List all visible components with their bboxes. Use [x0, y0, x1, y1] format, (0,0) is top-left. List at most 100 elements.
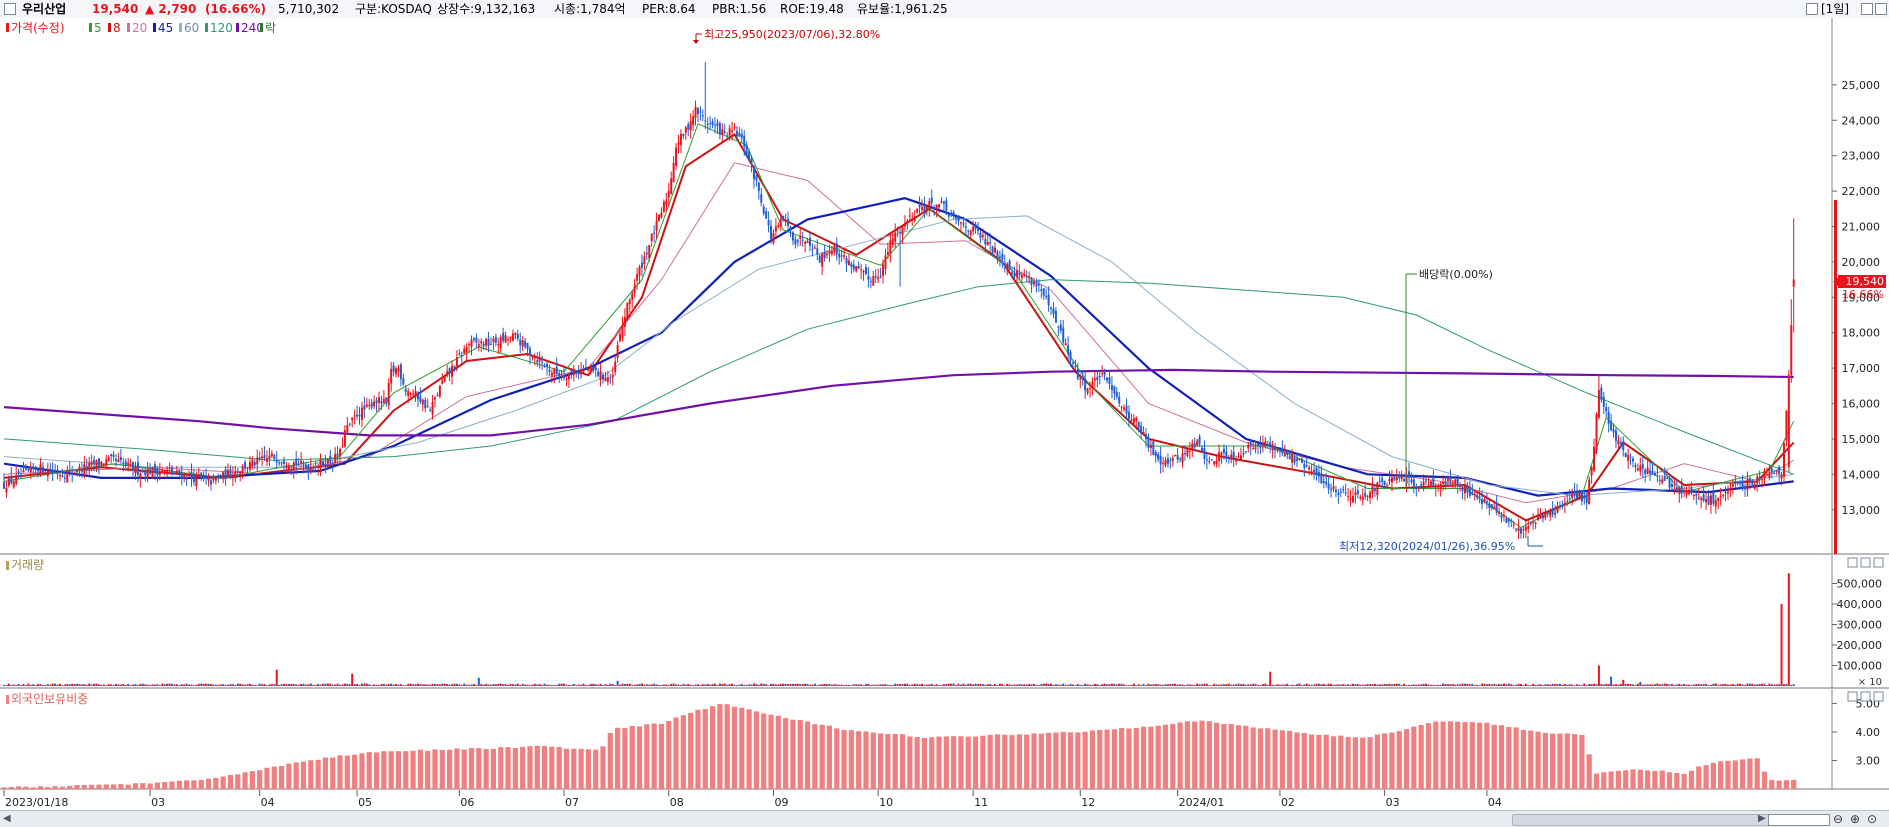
volume-bar	[1429, 684, 1432, 686]
zoom-in-icon[interactable]: ⊕	[1850, 812, 1861, 826]
candle-body	[1505, 518, 1508, 523]
volume-bar	[623, 684, 626, 686]
candle-body	[1405, 474, 1408, 484]
candle-body	[1381, 478, 1384, 482]
foreign-close-button[interactable]	[1873, 691, 1884, 702]
volume-bar	[989, 684, 992, 686]
candle-body	[633, 284, 636, 294]
legend-marker	[89, 23, 92, 32]
volume-bar	[1235, 684, 1238, 686]
candle-body	[1076, 369, 1079, 379]
candle-body	[1230, 454, 1233, 460]
candle-body	[874, 275, 877, 278]
candle-body	[889, 240, 892, 254]
candle-body	[1283, 452, 1286, 457]
volume-bar	[122, 683, 125, 686]
range-navigator[interactable]	[1768, 814, 1830, 826]
scroll-thumb[interactable]	[1512, 814, 1774, 826]
candle-body	[1658, 479, 1661, 482]
candle-body	[1218, 452, 1221, 461]
volume-bar	[1015, 684, 1018, 686]
foreign-bar	[308, 760, 314, 789]
foreign-minimize-button[interactable]	[1847, 691, 1858, 702]
candle-body	[470, 339, 473, 347]
foreign-bar	[1688, 770, 1695, 789]
candle-body	[56, 472, 59, 475]
zoom-out-icon[interactable]: ⊖	[1833, 812, 1844, 826]
foreign-bar	[257, 770, 263, 789]
candle-body	[694, 106, 697, 118]
foreign-bar	[67, 785, 73, 789]
candle-body	[1580, 491, 1583, 502]
candle-body	[1298, 458, 1301, 460]
volume-bar	[1580, 685, 1583, 686]
volume-bar	[689, 684, 692, 686]
candle-body	[1317, 471, 1320, 477]
foreign-bar	[1513, 727, 1519, 789]
volume-bar	[762, 683, 765, 686]
foreign-bar	[709, 706, 716, 789]
select-checkbox[interactable]	[4, 3, 16, 15]
volume-restore-button[interactable]	[1860, 557, 1871, 568]
volume-bar	[312, 684, 315, 686]
foreign-bar	[403, 751, 409, 789]
candle-body	[1276, 447, 1279, 450]
foreign-bar	[651, 723, 657, 789]
candle-body	[916, 208, 919, 213]
period-selector[interactable]: [1일]	[1821, 2, 1850, 16]
volume-bar	[833, 684, 836, 686]
volume-bar	[1215, 684, 1218, 686]
candle-body	[981, 235, 984, 237]
volume-bar	[141, 683, 144, 686]
volume-bar	[265, 685, 268, 686]
candle-body	[1001, 253, 1004, 260]
candle-body	[85, 465, 88, 469]
candle-body	[1746, 479, 1749, 490]
volume-bar	[1787, 573, 1790, 686]
candle-body	[29, 466, 32, 473]
foreign-bar	[658, 723, 665, 789]
volume-bar	[1722, 684, 1725, 686]
candle-body	[341, 445, 344, 447]
foreign-bar	[198, 779, 204, 789]
candle-body	[1434, 485, 1437, 488]
candle-body	[66, 471, 69, 483]
volume-bar	[940, 684, 943, 686]
foreign-bar	[1542, 732, 1548, 789]
scroll-left-arrow-icon[interactable]: ◀	[3, 813, 11, 824]
volume-minimize-button[interactable]	[1847, 557, 1858, 568]
volume-bar	[575, 685, 578, 686]
volume-bar	[15, 685, 18, 686]
candle-body	[1164, 460, 1167, 466]
candle-body	[63, 477, 66, 479]
candle-body	[884, 255, 887, 269]
volume-bar	[643, 684, 646, 686]
candle-body	[1008, 260, 1011, 270]
volume-bar	[1697, 684, 1700, 686]
candle-body	[913, 216, 916, 222]
stock-chart[interactable]: 13,00014,00015,00016,00017,00018,00019,0…	[0, 18, 1889, 810]
volume-bar	[599, 683, 602, 686]
horizontal-scrollbar[interactable]: ◀ ▶ ⊖ ⊕ ⊙	[0, 810, 1889, 827]
foreign-bar	[162, 782, 168, 789]
minimize-button[interactable]	[1806, 3, 1818, 15]
candle-body	[499, 336, 502, 348]
candle-body	[928, 201, 931, 210]
candle-body	[1600, 387, 1603, 400]
volume-bar	[867, 683, 870, 686]
candle-body	[1025, 275, 1028, 278]
foreign-bar	[746, 709, 752, 789]
restore-button[interactable]	[1861, 3, 1873, 15]
volume-bar	[826, 684, 829, 686]
zoom-reset-icon[interactable]: ⊙	[1867, 812, 1878, 826]
close-button[interactable]	[1875, 3, 1887, 15]
volume-bar	[470, 684, 473, 686]
scroll-right-arrow-icon[interactable]: ▶	[1758, 813, 1766, 824]
volume-close-button[interactable]	[1873, 557, 1884, 568]
volume-bar	[1670, 684, 1673, 686]
volume-bar	[1334, 684, 1337, 686]
volume-tick-label: 100,000	[1837, 660, 1883, 673]
candle-body	[119, 457, 122, 461]
foreign-restore-button[interactable]	[1860, 691, 1871, 702]
candle-body	[1792, 279, 1795, 287]
